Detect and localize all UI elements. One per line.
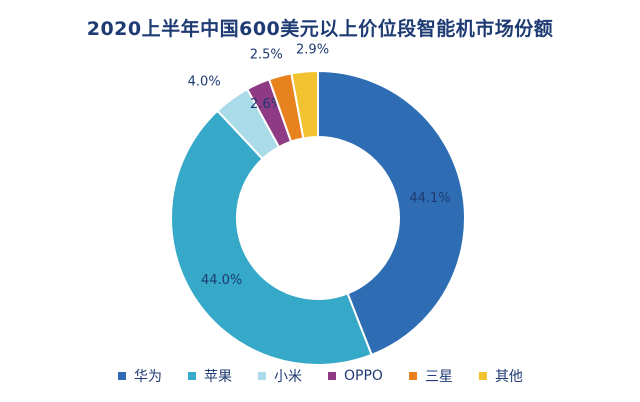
legend-label: 其他 (494, 369, 523, 385)
data-label-1: 44.1% (409, 191, 450, 206)
legend-item-5: 三星 (408, 366, 453, 386)
legend-label: 华为 (134, 369, 162, 385)
legend-label: 小米 (274, 369, 302, 385)
donut-slice-1 (317, 69, 466, 357)
legend-item-3: 小米 (258, 366, 302, 386)
chart-title: 2020上半年中国600美元以上价位段智能机市场份额 (86, 18, 554, 40)
data-label-6: 2.9% (296, 43, 329, 58)
data-label-2: 44.0% (201, 273, 242, 288)
legend: 华为 苹果 小米 OPPO 三星 其他 (118, 366, 523, 386)
legend-swatch (258, 372, 266, 380)
legend-item-6: 其他 (478, 366, 523, 386)
data-label-4: 2.6% (250, 97, 283, 112)
legend-swatch (188, 372, 196, 380)
legend-item-1: 华为 (118, 366, 162, 386)
data-label-5: 2.5% (250, 48, 283, 63)
legend-swatch (478, 372, 487, 380)
legend-swatch (118, 372, 126, 380)
donut-slice-2 (170, 109, 373, 366)
donut-slice-6 (290, 69, 319, 140)
data-label-3: 4.0% (188, 74, 221, 89)
legend-swatch (408, 372, 417, 380)
legend-label: 三星 (424, 369, 453, 385)
legend-item-4: OPPO (328, 368, 383, 384)
legend-label: 苹果 (204, 369, 232, 385)
legend-swatch (328, 372, 336, 380)
legend-item-2: 苹果 (188, 366, 232, 386)
legend-label: OPPO (344, 368, 383, 384)
